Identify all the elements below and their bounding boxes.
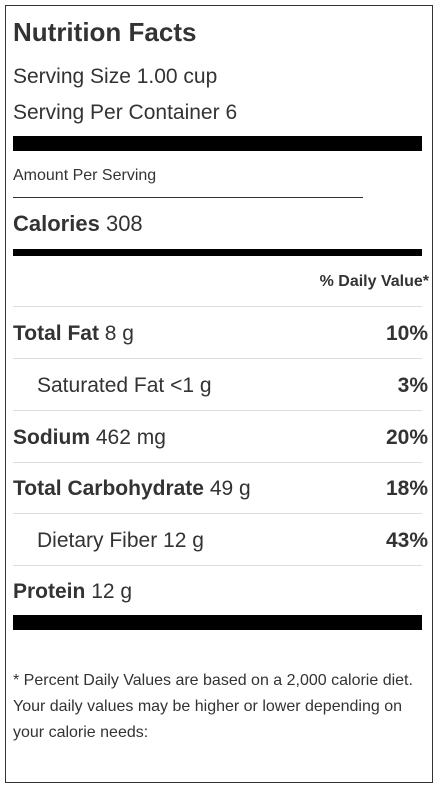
serving-size: Serving Size 1.00 cup	[13, 65, 218, 88]
row-divider	[13, 462, 422, 463]
nutrient-percent-saturated-fat: 3%	[397, 374, 428, 397]
calories-row: Calories 308	[13, 210, 143, 238]
nutrient-sodium: Sodium 462 mg	[13, 424, 166, 452]
nutrient-name: Saturated Fat	[37, 374, 165, 397]
nutrient-total-fat: Total Fat 8 g	[13, 320, 134, 348]
nutrient-name: Total Fat	[13, 322, 99, 345]
nutrient-saturated-fat: Saturated Fat <1 g	[37, 372, 212, 400]
nutrition-label	[5, 5, 433, 783]
nutrient-amount: 462 mg	[95, 426, 166, 449]
nutrient-amount: <1 g	[170, 374, 212, 397]
row-divider	[13, 513, 422, 514]
calories-value: 308	[105, 211, 143, 236]
footnote: * Percent Daily Values are based on a 2,…	[13, 672, 413, 741]
calories-label: Calories	[13, 211, 100, 236]
label-title: Nutrition Facts	[13, 17, 197, 47]
nutrient-name: Protein	[13, 580, 86, 603]
daily-value-header: % Daily Value*	[319, 273, 429, 290]
thick-divider-bottom	[13, 615, 422, 630]
amount-divider	[13, 197, 363, 198]
nutrient-name: Sodium	[13, 426, 90, 449]
nutrient-amount: 49 g	[209, 477, 251, 500]
nutrient-percent-sodium: 20%	[385, 426, 428, 449]
nutrient-total-carbohydrate: Total Carbohydrate 49 g	[13, 475, 251, 503]
nutrient-name: Dietary Fiber	[37, 529, 158, 552]
servings-per-container: Serving Per Container 6	[13, 101, 238, 124]
row-divider	[13, 410, 422, 411]
nutrient-protein: Protein 12 g	[13, 578, 132, 606]
row-divider	[13, 358, 422, 359]
row-divider	[13, 565, 422, 566]
nutrient-amount: 8 g	[104, 322, 134, 345]
nutrient-percent-dietary-fiber: 43%	[385, 529, 428, 552]
nutrient-name: Total Carbohydrate	[13, 477, 204, 500]
amount-per-serving: Amount Per Serving	[13, 167, 157, 184]
row-divider	[13, 306, 422, 307]
nutrient-amount: 12 g	[91, 580, 133, 603]
medium-divider	[13, 249, 422, 256]
nutrient-amount: 12 g	[163, 529, 204, 552]
nutrient-percent-total-fat: 10%	[385, 322, 428, 345]
nutrient-percent-total-carbohydrate: 18%	[385, 477, 428, 500]
thick-divider-top	[13, 136, 422, 151]
nutrient-dietary-fiber: Dietary Fiber 12 g	[37, 527, 204, 555]
